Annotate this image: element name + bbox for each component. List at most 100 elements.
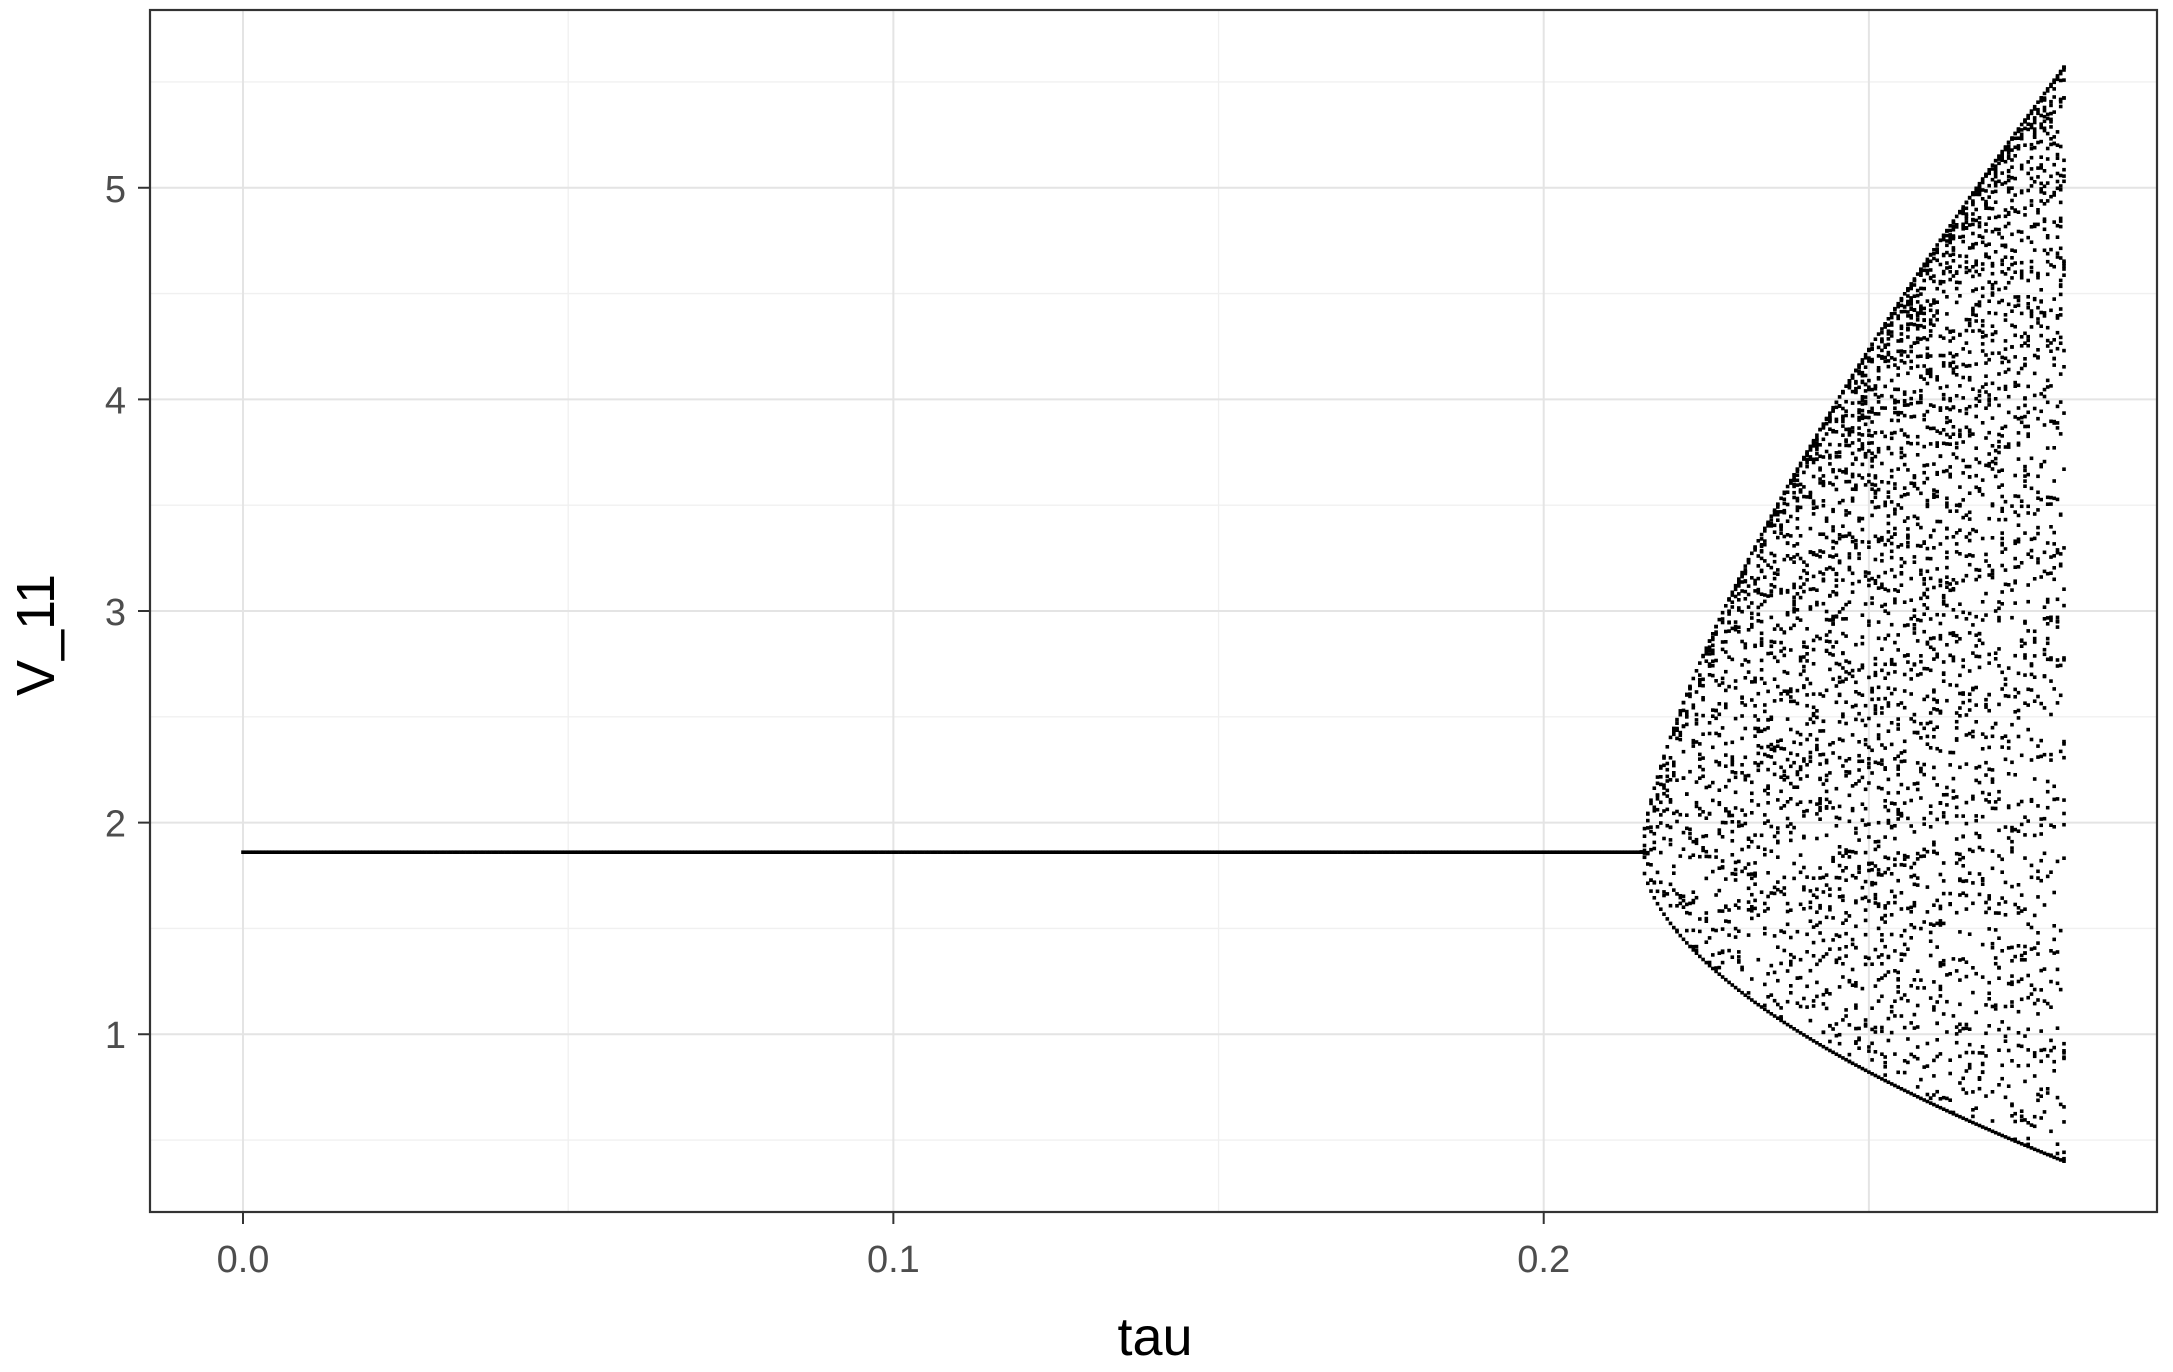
data-point [1964, 1022, 1969, 1027]
data-point [1912, 662, 1917, 666]
data-point [2010, 1000, 2014, 1004]
data-point [1941, 811, 1946, 815]
data-point [1893, 1083, 1897, 1088]
data-point [1948, 240, 1952, 245]
data-point [1938, 749, 1943, 753]
data-point [1912, 830, 1917, 834]
data-point [1993, 158, 1998, 163]
data-point [296, 850, 301, 854]
data-point [1984, 613, 1988, 617]
data-point [1711, 637, 1715, 642]
data-point [2039, 190, 2043, 194]
data-point [1919, 568, 1923, 573]
data-point [2003, 347, 2008, 351]
data-point [930, 850, 935, 854]
data-point [1766, 784, 1770, 788]
data-point [1515, 850, 1520, 854]
data-point [1870, 387, 1874, 392]
data-point [1792, 699, 1796, 704]
data-point [1763, 847, 1767, 852]
data-point [1655, 870, 1660, 875]
data-point [1685, 722, 1689, 727]
data-point [2026, 235, 2030, 240]
data-point [1951, 360, 1956, 365]
data-point [2042, 169, 2047, 173]
data-point [1893, 357, 1897, 362]
data-point [2003, 913, 2008, 917]
data-point [2023, 1118, 2027, 1122]
data-point [1789, 626, 1793, 631]
data-point [751, 850, 756, 854]
data-point [1789, 959, 1793, 964]
data-point [1915, 441, 1920, 446]
data-point [1772, 1014, 1777, 1018]
data-point [1798, 957, 1803, 962]
data-point [1782, 653, 1787, 658]
data-point [2013, 355, 2017, 359]
data-point [2032, 224, 2037, 229]
data-point [1945, 581, 1949, 585]
data-point [1870, 880, 1874, 885]
data-point [1776, 535, 1780, 540]
data-point [1659, 813, 1663, 817]
data-point [1863, 932, 1868, 937]
data-point [1886, 686, 1891, 690]
data-point [1958, 878, 1962, 883]
data-point [2045, 131, 2050, 136]
data-point [1880, 758, 1884, 762]
data-point [1730, 853, 1735, 857]
data-point [1993, 928, 1998, 932]
data-point [1834, 584, 1839, 588]
data-point [1672, 771, 1676, 775]
data-point [1460, 850, 1465, 854]
data-point [1945, 266, 1949, 270]
data-point [1857, 768, 1861, 772]
data-point [2052, 446, 2056, 450]
data-point [1948, 588, 1952, 593]
data-point [478, 850, 483, 854]
data-point [1915, 1045, 1920, 1049]
data-point [1945, 792, 1949, 797]
data-point [1792, 555, 1796, 559]
data-point [1828, 456, 1832, 460]
data-point [1883, 322, 1887, 326]
data-point [943, 850, 948, 854]
data-point [1769, 565, 1774, 570]
data-point [2049, 823, 2053, 827]
data-point [1766, 718, 1770, 722]
data-point [1860, 663, 1865, 667]
data-point [1278, 850, 1283, 854]
data-point [745, 850, 749, 854]
data-point [849, 850, 853, 854]
data-point [1821, 503, 1826, 508]
data-point [1954, 726, 1959, 730]
data-point [1883, 609, 1887, 613]
data-point [2003, 682, 2008, 687]
data-point [1889, 334, 1894, 338]
data-point [1402, 850, 1406, 854]
data-point [2026, 973, 2030, 978]
data-point [1889, 394, 1894, 399]
data-point [1922, 325, 1926, 329]
data-point [1922, 697, 1926, 702]
data-point [1919, 766, 1923, 771]
data-point [1493, 850, 1497, 854]
data-point [2058, 173, 2063, 178]
data-point [1730, 820, 1735, 824]
data-point [1756, 554, 1761, 558]
data-point [2045, 378, 2050, 383]
data-point [2003, 145, 2008, 149]
data-point [1974, 766, 1978, 770]
data-point [2036, 496, 2040, 500]
data-point [1993, 330, 1998, 335]
data-point [1610, 850, 1614, 854]
data-point [1961, 396, 1965, 400]
data-point [1782, 557, 1787, 562]
data-point [1987, 206, 1991, 211]
data-point [1915, 851, 1920, 856]
data-point [1912, 1026, 1917, 1030]
data-point [1821, 482, 1826, 486]
data-point [1782, 875, 1787, 880]
data-point [1954, 503, 1959, 508]
data-point [1961, 458, 1965, 463]
